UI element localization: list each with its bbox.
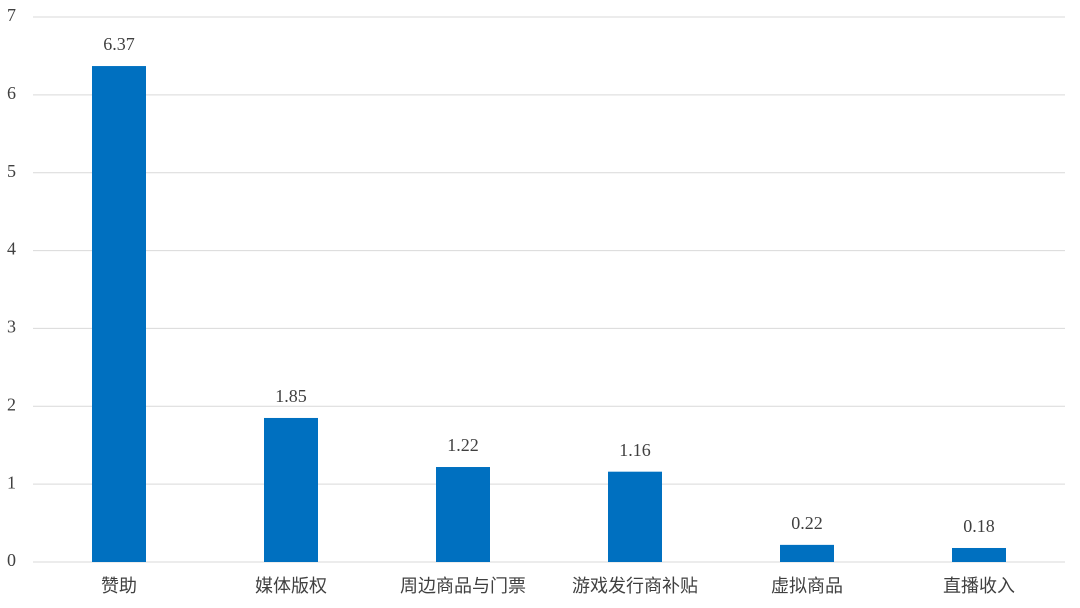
bar: [952, 547, 1006, 562]
data-label: 0.18: [963, 516, 995, 536]
data-label: 1.85: [275, 386, 307, 406]
y-tick-label: 3: [7, 317, 16, 337]
y-tick-label: 2: [7, 394, 16, 414]
data-label: 0.22: [791, 513, 823, 533]
y-tick-label: 0: [7, 550, 16, 570]
x-tick-label: 直播收入: [943, 576, 1015, 596]
x-tick-label: 虚拟商品: [771, 576, 843, 596]
bar: [264, 417, 318, 562]
y-tick-label: 1: [7, 472, 16, 492]
bar: [436, 467, 490, 562]
data-label: 1.22: [447, 435, 479, 455]
y-tick-label: 4: [7, 239, 16, 259]
bar: [92, 66, 146, 563]
data-label: 6.37: [103, 34, 135, 54]
data-label: 1.16: [619, 440, 651, 460]
x-tick-label: 周边商品与门票: [400, 576, 526, 596]
y-tick-label: 6: [7, 83, 16, 103]
y-tick-label: 5: [7, 161, 16, 181]
x-tick-label: 赞助: [101, 576, 137, 596]
x-tick-label: 游戏发行商补贴: [572, 576, 698, 596]
bar: [608, 471, 662, 562]
x-tick-label: 媒体版权: [255, 576, 327, 596]
y-tick-label: 7: [7, 5, 16, 25]
bar: [780, 544, 834, 562]
